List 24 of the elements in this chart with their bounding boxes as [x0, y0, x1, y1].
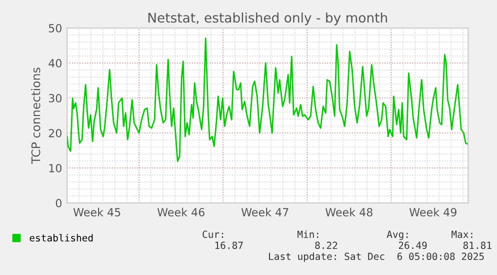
- y-tick-label: 20: [48, 128, 62, 138]
- text: Last update: Sat Dec 6 05:00:08 2025: [269, 252, 484, 262]
- text: 16.87: [215, 242, 243, 250]
- x-tick-label: Week 46: [157, 208, 204, 216]
- text: 8.22: [315, 242, 338, 250]
- y-tick-label: 0: [56, 198, 62, 208]
- x-tick-label: Week 48: [325, 208, 372, 216]
- x-tick-label: Week 49: [409, 208, 456, 216]
- y-axis-title: TCP connections: [31, 68, 40, 164]
- chart-title: Netstat, established only - by month: [148, 12, 388, 26]
- x-tick-label: Week 47: [241, 208, 288, 216]
- text: Min:: [298, 230, 318, 238]
- y-tick-label: 40: [48, 59, 62, 68]
- text: Avg:: [386, 230, 408, 240]
- text: 81.81: [463, 242, 492, 250]
- legend-label: established: [30, 234, 93, 242]
- x-tick-label: Week 45: [73, 208, 120, 216]
- text: Max:: [452, 230, 472, 238]
- line-series: [67, 38, 468, 162]
- y-tick-label: 10: [49, 164, 62, 172]
- text: Cur:: [202, 230, 224, 238]
- y-tick-label: 50: [48, 24, 62, 32]
- text: 26.49: [398, 242, 427, 250]
- y-tick-label: 30: [48, 94, 62, 102]
